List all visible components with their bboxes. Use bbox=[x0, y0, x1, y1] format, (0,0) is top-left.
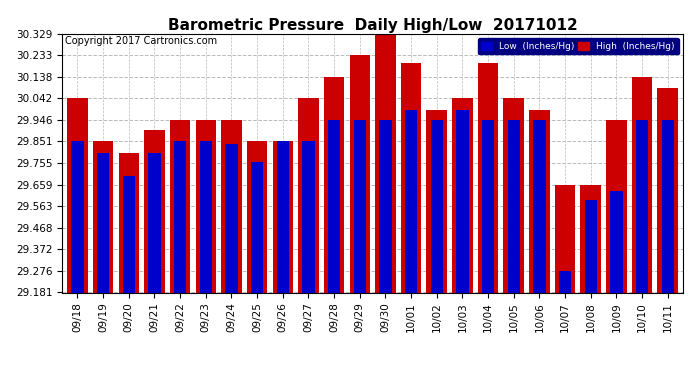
Bar bbox=[529, 110, 550, 375]
Bar bbox=[401, 63, 422, 375]
Bar bbox=[380, 120, 392, 375]
Bar bbox=[508, 120, 520, 375]
Bar bbox=[559, 271, 571, 375]
Bar bbox=[221, 120, 242, 375]
Bar bbox=[93, 141, 113, 375]
Bar bbox=[610, 191, 622, 375]
Bar bbox=[251, 162, 264, 375]
Bar bbox=[226, 144, 237, 375]
Bar bbox=[170, 120, 190, 375]
Bar bbox=[636, 120, 648, 375]
Bar bbox=[662, 120, 674, 375]
Bar bbox=[302, 141, 315, 375]
Bar bbox=[504, 98, 524, 375]
Bar bbox=[606, 120, 627, 375]
Bar bbox=[174, 141, 186, 375]
Bar bbox=[632, 77, 652, 375]
Bar bbox=[456, 110, 469, 375]
Bar bbox=[247, 141, 268, 375]
Bar bbox=[426, 110, 447, 375]
Bar bbox=[375, 34, 395, 375]
Bar bbox=[195, 120, 216, 375]
Bar bbox=[71, 141, 83, 375]
Bar bbox=[452, 98, 473, 375]
Bar bbox=[67, 98, 88, 375]
Bar bbox=[405, 110, 417, 375]
Legend: Low  (Inches/Hg), High  (Inches/Hg): Low (Inches/Hg), High (Inches/Hg) bbox=[477, 38, 678, 54]
Bar bbox=[144, 130, 165, 375]
Text: Copyright 2017 Cartronics.com: Copyright 2017 Cartronics.com bbox=[65, 36, 217, 46]
Bar bbox=[353, 120, 366, 375]
Bar bbox=[277, 141, 289, 375]
Bar bbox=[584, 200, 597, 375]
Bar bbox=[199, 141, 212, 375]
Bar bbox=[482, 120, 494, 375]
Bar bbox=[119, 153, 139, 375]
Bar bbox=[580, 185, 601, 375]
Bar bbox=[328, 120, 340, 375]
Bar bbox=[477, 63, 498, 375]
Bar bbox=[148, 153, 161, 375]
Bar bbox=[123, 176, 135, 375]
Bar bbox=[324, 77, 344, 375]
Bar bbox=[350, 56, 370, 375]
Bar bbox=[555, 185, 575, 375]
Bar bbox=[431, 120, 443, 375]
Bar bbox=[298, 98, 319, 375]
Bar bbox=[273, 141, 293, 375]
Bar bbox=[97, 153, 109, 375]
Bar bbox=[658, 88, 678, 375]
Title: Barometric Pressure  Daily High/Low  20171012: Barometric Pressure Daily High/Low 20171… bbox=[168, 18, 578, 33]
Bar bbox=[533, 120, 546, 375]
